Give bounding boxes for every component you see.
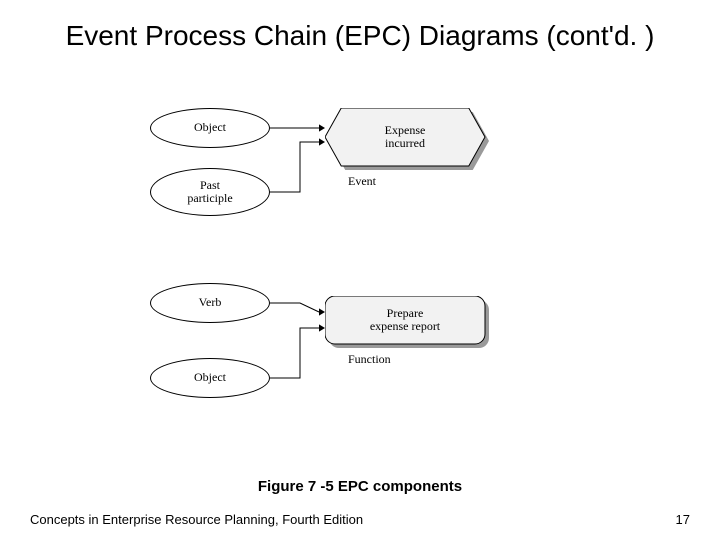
page-number: 17 <box>676 512 690 527</box>
diagram-label: Event <box>348 174 376 189</box>
slide-title: Event Process Chain (EPC) Diagrams (cont… <box>30 18 690 53</box>
ellipse-label: Pastparticiple <box>187 179 232 205</box>
ellipse-label: Object <box>194 371 226 384</box>
slide-title-text: Event Process Chain (EPC) Diagrams (cont… <box>66 20 655 51</box>
figure-caption-text: Figure 7 -5 EPC components <box>258 478 462 495</box>
ellipse-e3: Verb <box>150 283 270 323</box>
figure-caption: Figure 7 -5 EPC components <box>0 478 720 495</box>
function-rect: Prepareexpense report <box>325 296 491 350</box>
footer-source: Concepts in Enterprise Resource Planning… <box>30 512 363 527</box>
ellipse-e2: Pastparticiple <box>150 168 270 216</box>
footer-source-text: Concepts in Enterprise Resource Planning… <box>30 512 363 527</box>
ellipse-label: Object <box>194 121 226 134</box>
epc-diagram: Object Pastparticiple Verb Object Expenseinc… <box>150 108 570 468</box>
page-number-text: 17 <box>676 512 690 527</box>
slide: { "title": { "text": "Event Process Chai… <box>0 0 720 540</box>
function-rect-label: Prepareexpense report <box>325 296 485 344</box>
event-hexagon: Expenseincurred <box>325 108 491 172</box>
diagram-label: Function <box>348 352 391 367</box>
ellipse-label: Verb <box>199 296 222 309</box>
event-hexagon-label: Expenseincurred <box>325 108 485 166</box>
ellipse-e1: Object <box>150 108 270 148</box>
ellipse-e4: Object <box>150 358 270 398</box>
